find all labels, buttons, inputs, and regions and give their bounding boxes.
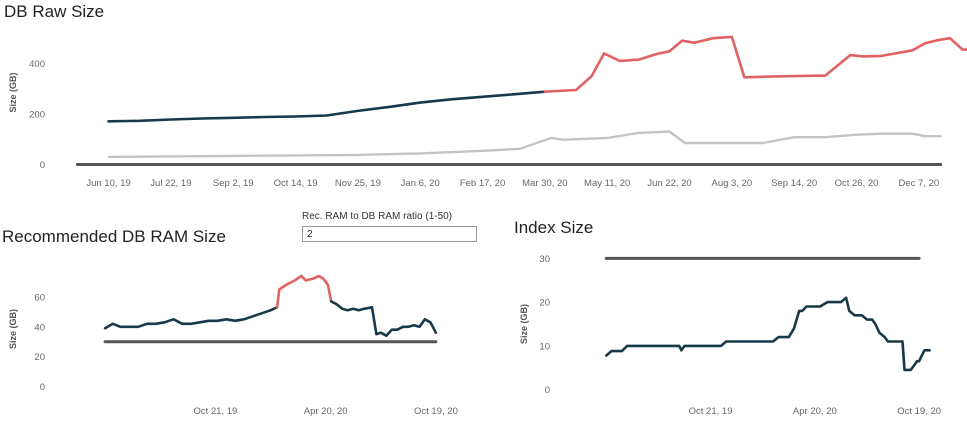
y-tick-label: 30 (539, 254, 550, 265)
x-tick-label: Oct 14, 19 (274, 178, 318, 189)
x-tick-label: Apr 20, 20 (304, 406, 348, 417)
x-tick-label: Sep 2, 19 (213, 178, 254, 189)
x-tick-label: May 11, 20 (584, 178, 630, 189)
x-tick-label: Oct 19, 20 (414, 406, 458, 417)
forecast-series-line (275, 274, 333, 309)
y-tick-label: 0 (545, 385, 550, 396)
x-tick-label: Oct 21, 19 (193, 406, 237, 417)
actual-series-line (107, 90, 547, 123)
y-tick-label: 0 (40, 160, 45, 171)
raw-size-chart: Size (GB) 0 200 400 Jun 10, 19 Jul 22, 19 Sep … (8, 35, 967, 189)
x-tick-label: Jan 6, 20 (401, 178, 440, 189)
y-tick-label: 0 (40, 382, 45, 393)
secondary-series-line (107, 130, 942, 159)
actual-series-line (605, 296, 931, 372)
x-tick-label: Jun 10, 19 (86, 178, 130, 189)
y-axis-title: Size (GB) (8, 72, 18, 112)
ram-size-chart: Size (GB) 0 20 40 60 Oct 21, 19 Apr 20, 20 Oct … (8, 274, 458, 417)
forecast-series-line (543, 35, 967, 93)
actual-series-line (329, 300, 438, 337)
ratio-parameter-label: Rec. RAM to DB RAM ratio (1-50) (302, 211, 453, 222)
y-axis-title: Size (GB) (519, 304, 529, 344)
y-tick-label: 40 (34, 322, 45, 333)
y-tick-label: 20 (539, 298, 550, 309)
x-tick-label: Oct 19, 20 (897, 406, 941, 417)
x-tick-label: Jun 22, 20 (647, 178, 691, 189)
y-tick-label: 60 (34, 292, 45, 303)
index-size-title: Index Size (514, 218, 594, 237)
y-tick-label: 20 (34, 352, 45, 363)
ratio-parameter-input[interactable] (302, 226, 477, 242)
x-tick-label: Sep 14, 20 (771, 178, 817, 189)
x-tick-label: Dec 7, 20 (899, 178, 940, 189)
x-tick-label: Apr 20, 20 (793, 406, 837, 417)
y-axis-title: Size (GB) (8, 309, 18, 349)
x-tick-label: Aug 3, 20 (712, 178, 753, 189)
y-tick-label: 10 (539, 341, 550, 352)
ram-size-title: Recommended DB RAM Size (2, 227, 226, 246)
y-tick-label: 200 (29, 109, 45, 120)
x-tick-label: Feb 17, 20 (460, 178, 505, 189)
actual-series-line (103, 305, 279, 330)
raw-size-title: DB Raw Size (4, 2, 105, 21)
x-tick-label: Nov 25, 19 (335, 178, 381, 189)
y-tick-label: 400 (29, 59, 45, 70)
x-tick-label: Mar 30, 20 (522, 178, 567, 189)
x-tick-label: Jul 22, 19 (150, 178, 191, 189)
x-tick-label: Oct 21, 19 (689, 406, 733, 417)
index-size-chart: Size (GB) 0 10 20 30 Oct 21, 19 Apr 20, 20 Oct … (519, 254, 941, 417)
x-tick-label: Oct 26, 20 (835, 178, 879, 189)
